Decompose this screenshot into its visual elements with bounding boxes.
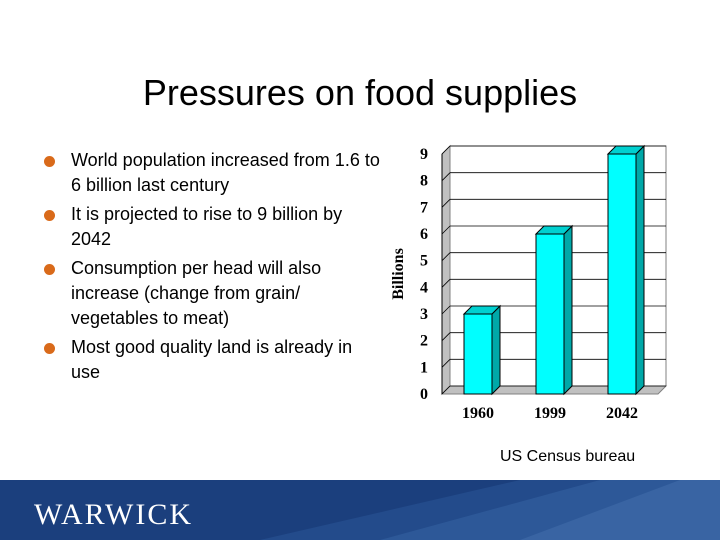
grid-line-side — [441, 359, 451, 368]
footer-pattern — [0, 480, 720, 540]
y-tick-label: 4 — [420, 279, 428, 296]
grid-line-side — [441, 252, 451, 261]
y-tick-label: 0 — [420, 386, 428, 403]
y-tick-label: 1 — [420, 359, 428, 376]
grid-line-side — [441, 385, 451, 395]
grid-line-side — [441, 332, 451, 341]
y-tick-label: 3 — [420, 306, 428, 323]
bullet-text: It is projected to rise to 9 billion by … — [71, 204, 343, 249]
bullet-dot-icon — [44, 210, 55, 221]
y-axis-label: Billions — [390, 248, 407, 300]
bullet-text: Most good quality land is already in use — [71, 337, 353, 382]
grid-line-side — [441, 199, 451, 208]
bar-side — [635, 144, 645, 396]
bar — [607, 153, 637, 395]
x-tick-label: 2042 — [606, 405, 638, 422]
bar-side — [563, 224, 573, 396]
y-tick-label: 7 — [420, 199, 428, 216]
bullet-dot-icon — [44, 343, 55, 354]
bullet-dot-icon — [44, 264, 55, 275]
footer-bar — [0, 480, 720, 540]
bullet-list: World population increased from 1.6 to 6… — [44, 148, 384, 389]
x-tick-label: 1999 — [534, 405, 566, 422]
bullet-item: It is projected to rise to 9 billion by … — [44, 202, 384, 252]
bullet-item: Most good quality land is already in use — [44, 335, 384, 385]
y-tick-label: 9 — [420, 146, 428, 163]
bullet-text: World population increased from 1.6 to 6… — [71, 150, 380, 195]
y-tick-label: 6 — [420, 226, 428, 243]
grid-line-side — [441, 172, 451, 181]
population-bar-chart: 0 1 2 3 4 5 6 7 8 9 Billions 1960 1999 2042 — [390, 144, 668, 422]
bar — [463, 313, 493, 395]
bullet-dot-icon — [44, 156, 55, 167]
bar — [535, 233, 565, 395]
grid-line-side — [441, 305, 451, 315]
bar-side — [491, 304, 501, 396]
y-tick-label: 2 — [420, 333, 428, 350]
plot-side-wall — [441, 144, 451, 396]
grid-line-side — [441, 225, 451, 235]
y-tick-label: 8 — [420, 173, 428, 190]
grid-line-side — [441, 279, 451, 288]
grid-line-side — [441, 145, 451, 155]
warwick-logo: WARWICK — [34, 498, 193, 531]
source-label: US Census bureau — [500, 448, 636, 465]
y-tick-label: 5 — [420, 253, 428, 270]
slide-title: Pressures on food supplies — [142, 72, 578, 113]
x-tick-label: 1960 — [462, 405, 494, 422]
bullet-item: Consumption per head will also increase … — [44, 256, 384, 331]
bullet-item: World population increased from 1.6 to 6… — [44, 148, 384, 198]
bullet-text: Consumption per head will also increase … — [71, 258, 322, 328]
